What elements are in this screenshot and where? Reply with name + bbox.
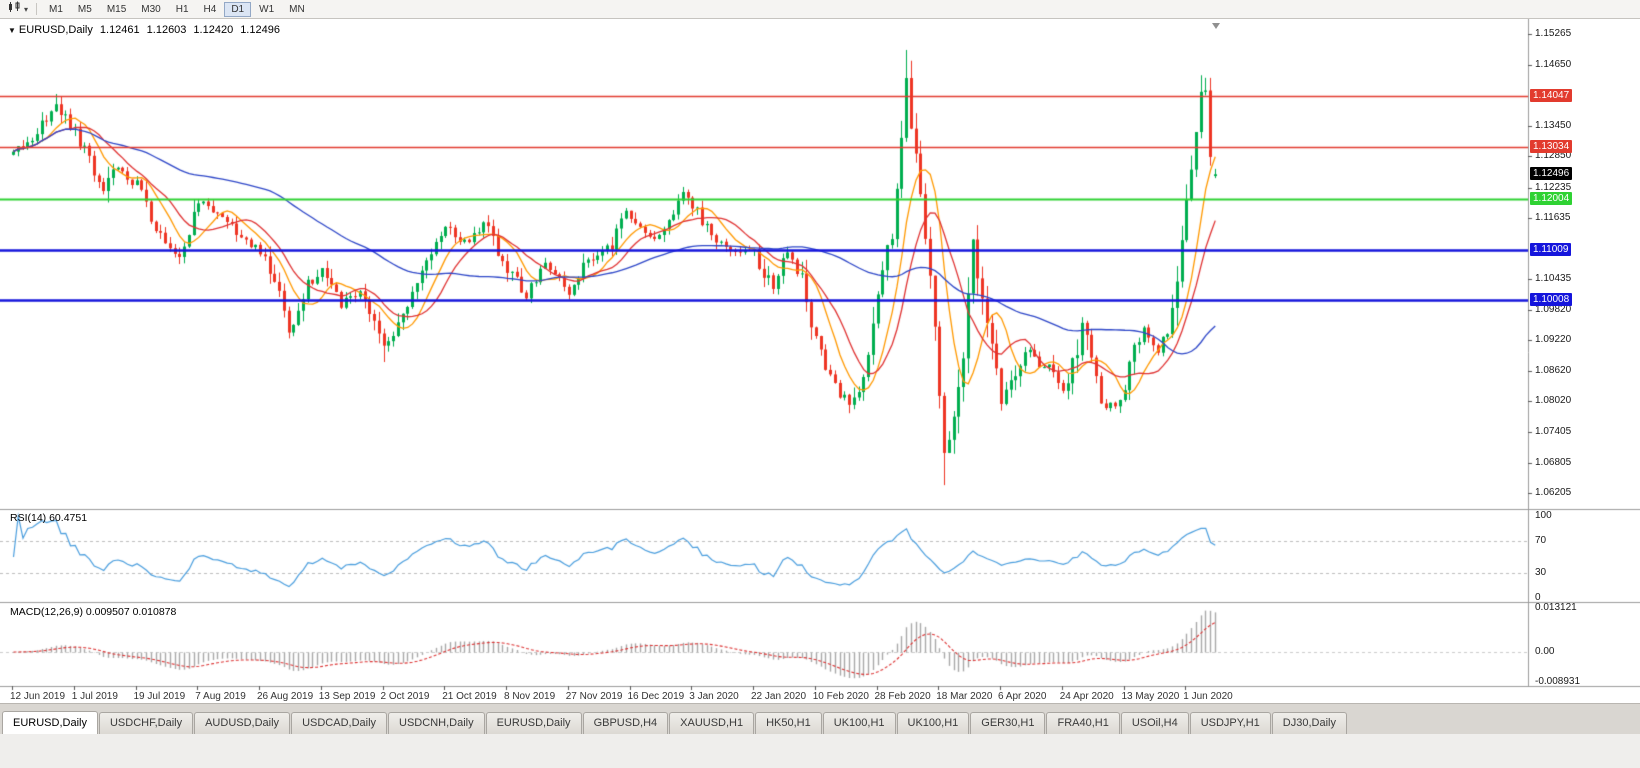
ohlc-low: 1.12420	[193, 24, 234, 36]
chart-tab-15-dj30-daily[interactable]: DJ30,Daily	[1271, 712, 1347, 734]
price-chart-canvas[interactable]	[0, 19, 1640, 703]
chart-tab-12-fra40-h1[interactable]: FRA40,H1	[1046, 712, 1120, 734]
chart-tab-10-uk100-h1[interactable]: UK100,H1	[896, 712, 970, 734]
timeframe-button-m5[interactable]: M5	[77, 3, 92, 15]
chart-tab-1-usdchf-daily[interactable]: USDCHF,Daily	[98, 712, 194, 734]
chart-tab-7-xauusd-h1[interactable]: XAUUSD,H1	[669, 712, 755, 734]
chart-tab-8-hk50-h1[interactable]: HK50,H1	[755, 712, 822, 734]
macd-indicator-label: MACD(12,26,9) 0.009507 0.010878	[10, 606, 177, 618]
toolbar-separator	[36, 3, 38, 15]
timeframe-button-m30[interactable]: M30	[141, 3, 161, 15]
chart-tab-11-ger30-h1[interactable]: GER30,H1	[970, 712, 1046, 734]
chart-tab-0-eurusd-daily[interactable]: EURUSD,Daily	[2, 711, 98, 734]
ohlc-high: 1.12603	[146, 24, 187, 36]
chart-tab-13-usoil-h4[interactable]: USOil,H4	[1120, 712, 1189, 734]
timeframe-button-m1[interactable]: M1	[49, 3, 63, 15]
chart-tab-9-uk100-h1[interactable]: UK100,H1	[822, 712, 896, 734]
collapse-arrow-icon[interactable]: ▼	[8, 26, 16, 35]
chart-tab-4-usdcnh-daily[interactable]: USDCNH,Daily	[388, 712, 485, 734]
chart-tabs-bar: EURUSD,Daily USDCHF,Daily AUDUSD,Daily USDC…	[0, 703, 1640, 734]
chart-tab-5-eurusd-daily[interactable]: EURUSD,Daily	[485, 712, 582, 734]
rsi-indicator-label: RSI(14) 60.4751	[10, 512, 88, 524]
top-toolbar: ▾ M1 M5 M15 M30 H1 H4 D1 W1 MN	[0, 0, 1640, 19]
timeframe-button-m15[interactable]: M15	[106, 3, 127, 15]
timeframe-button-mn[interactable]: MN	[289, 3, 305, 15]
chevron-down-icon: ▾	[24, 4, 29, 14]
chart-type-button[interactable]: ▾	[4, 0, 31, 18]
timeframe-button-w1[interactable]: W1	[259, 3, 275, 15]
chart-title: ▼ EURUSD,Daily 1.12461 1.12603 1.12420 1.1249…	[8, 24, 280, 36]
status-area	[0, 734, 1640, 768]
chart-shift-marker[interactable]	[1212, 23, 1220, 29]
chart-tab-3-usdcad-daily[interactable]: USDCAD,Daily	[291, 712, 388, 734]
chart-window: ▼ EURUSD,Daily 1.12461 1.12603 1.12420 1.1249…	[0, 19, 1640, 703]
chart-symbol-label: EURUSD,Daily	[18, 24, 93, 36]
timeframe-button-h4[interactable]: H4	[203, 3, 217, 15]
timeframe-button-d1[interactable]: D1	[224, 1, 252, 17]
chart-tab-6-gbpusd-h4[interactable]: GBPUSD,H4	[582, 712, 669, 734]
ohlc-open: 1.12461	[99, 24, 140, 36]
candlestick-chart-icon	[7, 0, 23, 18]
ohlc-close: 1.12496	[240, 24, 280, 36]
timeframe-toolbar: M1 M5 M15 M30 H1 H4 D1 W1 MN	[42, 1, 313, 17]
chart-tab-14-usdjpy-h1[interactable]: USDJPY,H1	[1189, 712, 1271, 734]
chart-tab-2-audusd-daily[interactable]: AUDUSD,Daily	[194, 712, 291, 734]
timeframe-button-h1[interactable]: H1	[175, 3, 189, 15]
